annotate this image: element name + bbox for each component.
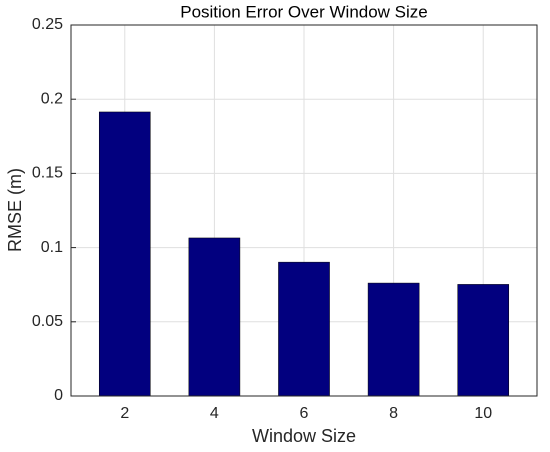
x-tick-label: 4: [210, 405, 219, 422]
y-tick-label: 0.2: [41, 90, 63, 107]
bar: [367, 282, 420, 397]
x-tick-label: 2: [120, 405, 129, 422]
y-axis-label: RMSE (m): [5, 168, 25, 252]
x-tick-label: 10: [474, 405, 492, 422]
y-tick-label: 0.1: [41, 239, 63, 256]
y-tick-label: 0: [54, 387, 63, 404]
y-tick-label: 0.05: [32, 313, 63, 330]
y-tick-label: 0.15: [32, 165, 63, 182]
chart-title: Position Error Over Window Size: [180, 2, 428, 21]
bar: [278, 261, 330, 397]
axes-box: [70, 24, 538, 397]
x-axis-label: Window Size: [252, 426, 356, 446]
bar: [457, 284, 510, 397]
x-tick-label: 8: [389, 405, 398, 422]
bar: [188, 237, 241, 397]
y-tick-label: 0.25: [32, 16, 63, 33]
x-tick-label: 6: [300, 405, 309, 422]
bar: [98, 111, 151, 397]
